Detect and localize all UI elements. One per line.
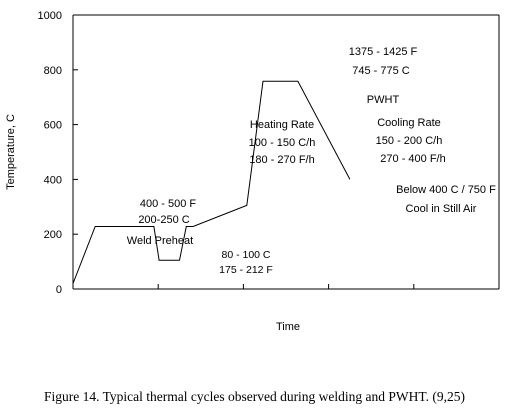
annotation-pwht: PWHT bbox=[367, 94, 400, 106]
annotation-heating-c: 100 - 150 C/h bbox=[249, 137, 316, 149]
y-tick-label: 1000 bbox=[38, 10, 62, 22]
annotation-cooling-c: 150 - 200 C/h bbox=[376, 135, 443, 147]
x-ticks bbox=[157, 284, 415, 289]
x-axis-label: Time bbox=[276, 321, 300, 333]
y-ticks: 0 200 400 600 800 1000 bbox=[38, 10, 78, 296]
thermal-cycle-chart: 0 200 400 600 800 1000 Temperature, C Time 40… bbox=[5, 10, 500, 333]
y-axis-label: Temperature, C bbox=[5, 114, 17, 190]
annotation-pwht-c: 745 - 775 C bbox=[352, 65, 410, 77]
annotation-interpass-f: 175 - 212 F bbox=[219, 264, 273, 276]
annotation-preheat-f: 400 - 500 F bbox=[140, 198, 197, 210]
figure-caption: Figure 14. Typical thermal cycles observ… bbox=[43, 389, 466, 404]
annotation-cooling-f: 270 - 400 F/h bbox=[380, 153, 445, 165]
y-tick-label: 0 bbox=[56, 284, 62, 296]
annotation-cooling-rate: Cooling Rate bbox=[377, 117, 441, 129]
thermal-cycle-line bbox=[72, 80, 351, 284]
y-tick-label: 400 bbox=[44, 174, 62, 186]
annotation-heating-rate: Heating Rate bbox=[250, 119, 314, 131]
annotation-preheat-c: 200-250 C bbox=[138, 214, 189, 226]
annotation-pwht-f: 1375 - 1425 F bbox=[349, 46, 418, 58]
y-tick-label: 600 bbox=[44, 120, 62, 132]
annotation-below-limit: Below 400 C / 750 F bbox=[396, 184, 496, 196]
annotation-weld-preheat: Weld Preheat bbox=[127, 235, 193, 247]
annotation-interpass-c: 80 - 100 C bbox=[221, 249, 270, 261]
y-tick-label: 200 bbox=[44, 229, 62, 241]
plot-frame bbox=[72, 14, 500, 290]
annotation-heating-f: 180 - 270 F/h bbox=[249, 154, 314, 166]
annotation-still-air: Cool in Still Air bbox=[406, 203, 477, 215]
y-tick-label: 800 bbox=[44, 65, 62, 77]
annotations: 400 - 500 F 200-250 C Weld Preheat 80 - … bbox=[127, 46, 496, 276]
